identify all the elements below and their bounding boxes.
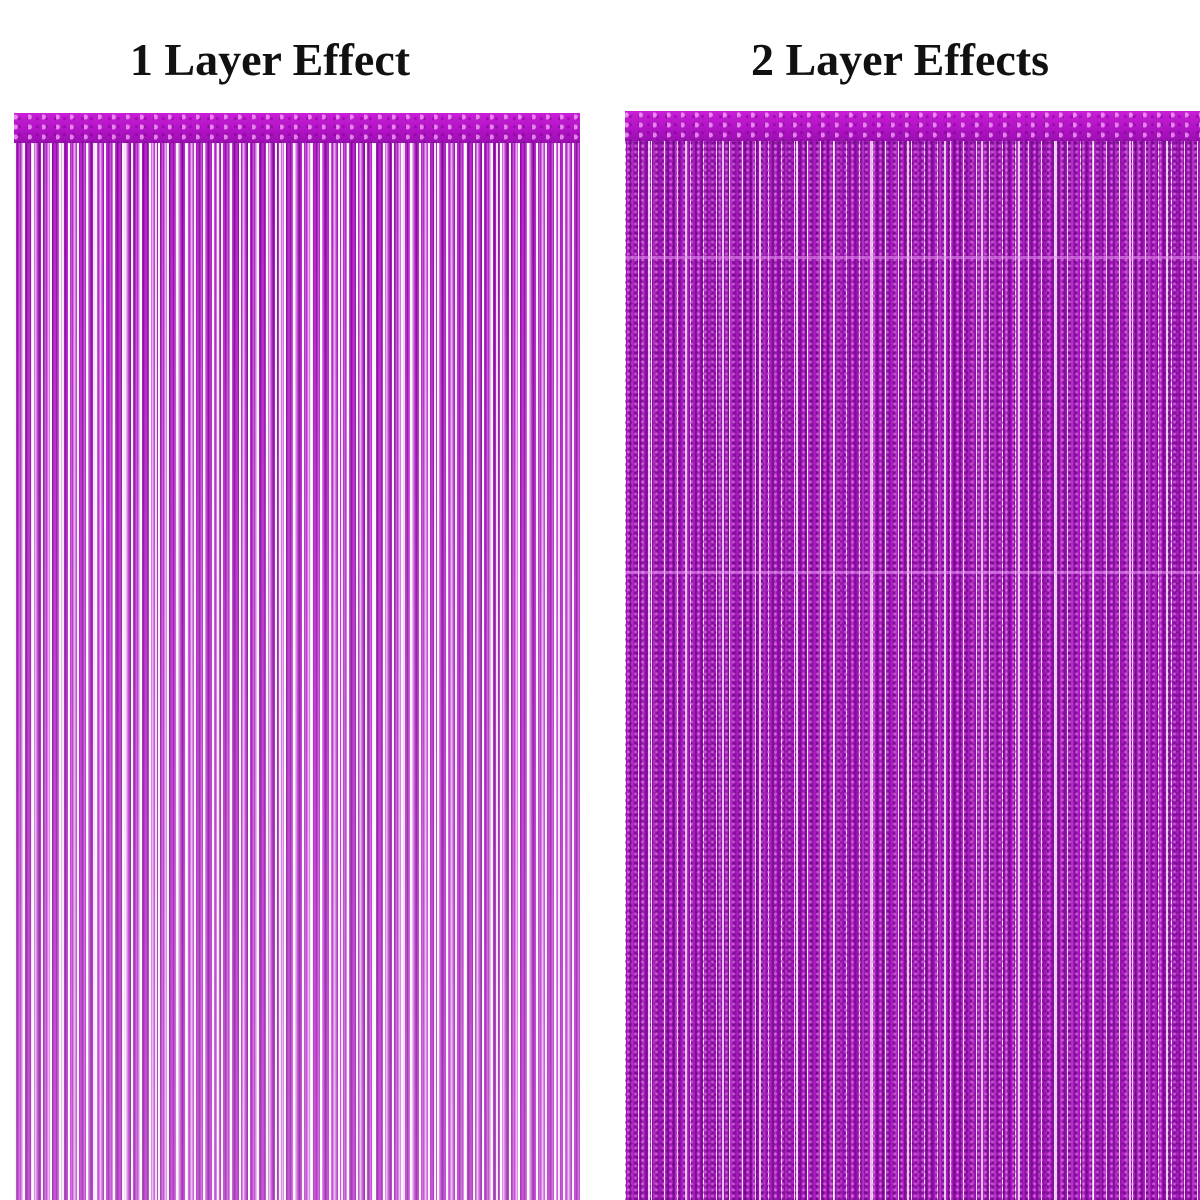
two-layer-curtain-image [625,111,1200,1200]
two-layer-title: 2 Layer Effects [750,34,1050,85]
curtain-header-band [14,113,580,143]
foil-highlights [14,137,580,1200]
one-layer-curtain-image [14,113,580,1200]
one-layer-title: 1 Layer Effect [129,34,411,85]
layer-seam [625,256,1200,259]
foil-highlights [625,137,1200,1200]
layer-seam [625,571,1200,574]
curtain-header-band [625,111,1200,141]
